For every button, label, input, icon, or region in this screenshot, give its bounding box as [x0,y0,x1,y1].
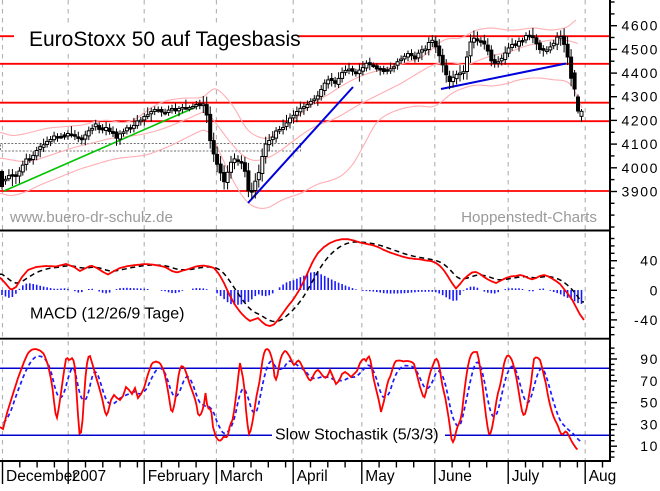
svg-text:50: 50 [640,395,659,411]
svg-text:3900: 3900 [621,184,659,200]
svg-text:MACD (12/26/9 Tage): MACD (12/26/9 Tage) [30,306,184,323]
svg-text:4000: 4000 [621,160,659,176]
svg-text:Slow Stochastik (5/3/3): Slow Stochastik (5/3/3) [275,427,439,444]
svg-text:4500: 4500 [621,41,659,57]
svg-text:4300: 4300 [621,89,659,105]
svg-text:May: May [365,468,395,485]
svg-text:Hoppenstedt-Charts: Hoppenstedt-Charts [461,209,597,226]
svg-text:December: December [6,468,78,485]
svg-text:10: 10 [640,438,659,454]
svg-text:www.buero-dr-schulz.de: www.buero-dr-schulz.de [9,209,173,226]
svg-text:30: 30 [640,416,659,432]
svg-text:4200: 4200 [621,112,659,128]
svg-text:April: April [297,468,328,485]
svg-text:July: July [512,468,540,485]
svg-text:70: 70 [640,373,659,389]
svg-text:-40: -40 [634,312,659,328]
svg-text:4400: 4400 [621,65,659,81]
svg-text:4600: 4600 [621,18,659,34]
svg-text:EuroStoxx 50 auf Tagesbasis: EuroStoxx 50 auf Tagesbasis [29,28,301,51]
svg-text:February: February [148,468,210,485]
svg-text:0: 0 [650,282,659,298]
svg-text:March: March [220,468,263,485]
svg-text:4100: 4100 [621,136,659,152]
svg-text:40: 40 [640,253,659,269]
svg-text:90: 90 [640,351,659,367]
svg-text:Aug: Aug [589,468,617,485]
svg-text:2007: 2007 [72,468,106,485]
svg-text:June: June [438,468,472,485]
